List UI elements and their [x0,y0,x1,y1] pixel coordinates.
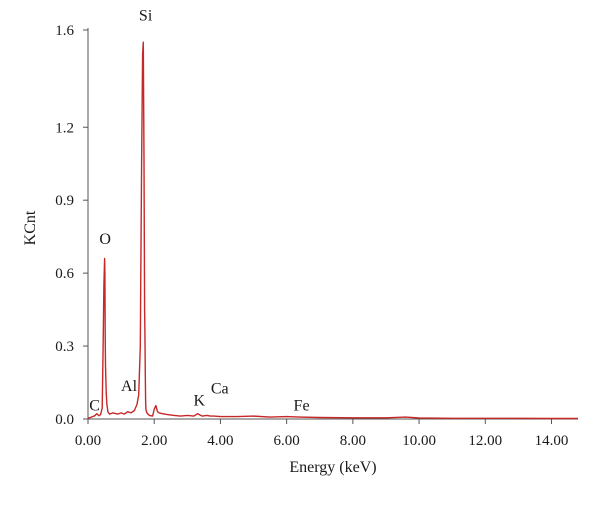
x-tick-label: 10.00 [402,433,436,449]
x-tick-label: 4.00 [207,433,233,449]
x-tick-label: 8.00 [340,433,366,449]
peak-label-si: Si [139,7,153,24]
x-axis-title: Energy (keV) [289,459,376,476]
x-tick-label: 6.00 [274,433,300,449]
peak-label-o: O [99,231,111,248]
peak-label-k: K [193,393,205,410]
series-layer [87,41,578,420]
annotations-layer: C O Al Si K Ca Fe [89,7,309,414]
y-tick-label: 1.2 [55,120,74,136]
y-tick-label: 0.3 [55,339,74,355]
peak-label-al: Al [121,378,138,395]
x-tick-label: 2.00 [141,433,167,449]
peak-label-c: C [89,397,100,414]
peak-label-ca: Ca [211,380,229,397]
x-tick-label: 0.00 [75,433,101,449]
y-axis-title: KCnt [22,210,39,245]
x-tick-label: 14.00 [535,433,569,449]
axes-layer: 0.0 0.3 0.6 0.9 1.2 1.6 0.00 2.00 4.00 6.00 8.00 10… [55,23,578,449]
y-tick-label: 0.6 [55,266,74,282]
peak-label-fe: Fe [294,397,310,414]
spectrum-line [87,41,578,420]
y-tick-label: 0.0 [55,412,74,428]
y-tick-label: 1.6 [55,23,74,39]
y-tick-label: 0.9 [55,193,74,209]
x-tick-label: 12.00 [468,433,502,449]
